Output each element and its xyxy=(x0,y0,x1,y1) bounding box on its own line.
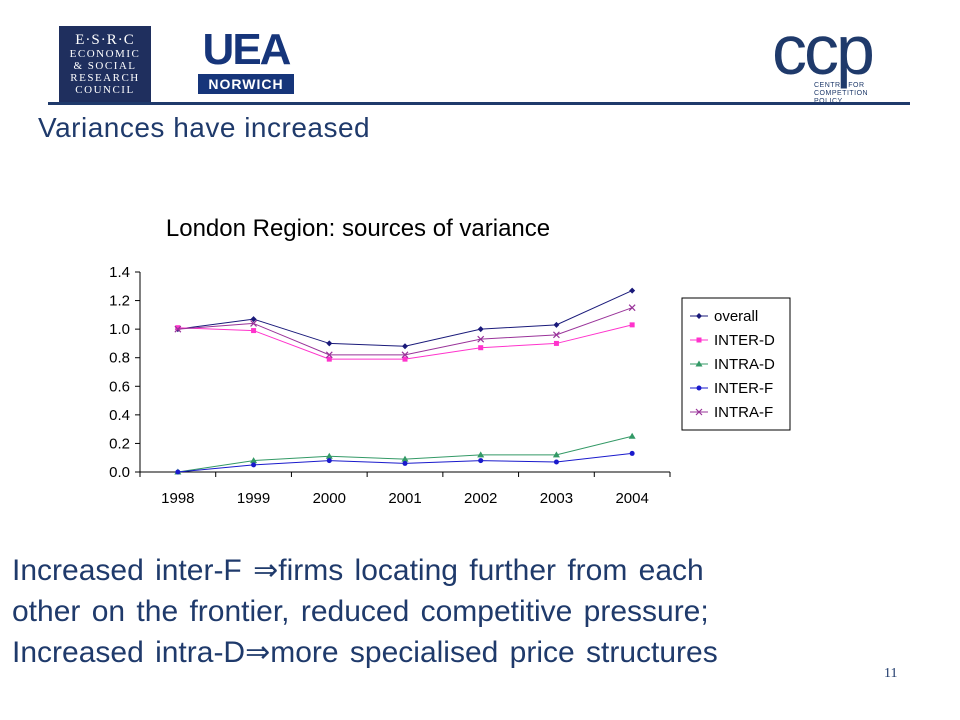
body-line: Increased intra-D⇒more specialised price… xyxy=(12,636,718,669)
data-point-inter-d xyxy=(326,356,332,362)
y-tick-label: 1.2 xyxy=(109,293,130,310)
uea-logo-mark: UEA xyxy=(202,25,292,74)
slide-body: Increased inter-F ⇒firms locating furthe… xyxy=(12,550,892,673)
legend-label-overall: overall xyxy=(714,308,758,325)
data-point-intra-f xyxy=(401,351,409,359)
legend-marker-intra-d xyxy=(695,360,703,367)
legend-label-intra-f: INTRA-F xyxy=(714,404,773,421)
y-tick-label: 1.0 xyxy=(109,321,130,338)
x-tick-label: 2001 xyxy=(388,490,421,507)
variance-line-chart: London Region: sources of variance 0.0 0.2… xyxy=(109,215,791,507)
data-point-inter-f xyxy=(251,462,257,468)
uea-logo-subtitle: NORWICH xyxy=(198,74,294,94)
x-tick-label: 1999 xyxy=(237,490,270,507)
esrc-logo-line: E·S·R·C xyxy=(75,32,135,48)
data-point-inter-d xyxy=(251,328,257,334)
esrc-logo-line: COUNCIL xyxy=(75,84,135,96)
body-line: Increased inter-F ⇒firms locating furthe… xyxy=(12,554,704,587)
data-point-overall xyxy=(477,326,484,333)
esrc-logo: E·S·R·C ECONOMIC & SOCIAL RESEARCH COUNC… xyxy=(59,26,151,102)
x-tick-label: 2002 xyxy=(464,490,497,507)
legend-label-inter-f: INTER-F xyxy=(714,380,773,397)
legend-label-inter-d: INTER-D xyxy=(714,332,775,349)
series-line-intra-d xyxy=(177,435,633,473)
header-rule xyxy=(48,102,910,105)
slide-title: Variances have increased xyxy=(38,112,371,143)
y-tick-label: 0.4 xyxy=(109,407,130,424)
esrc-logo-line: ECONOMIC xyxy=(69,48,141,60)
data-point-intra-f xyxy=(174,325,182,333)
y-tick-label: 1.4 xyxy=(109,264,130,281)
data-point-intra-d xyxy=(401,455,409,462)
data-point-intra-f xyxy=(553,331,560,339)
data-point-intra-f xyxy=(477,335,485,343)
esrc-logo-line: RESEARCH xyxy=(70,72,140,84)
data-point-overall xyxy=(629,287,636,294)
ccp-logo-subtitle-line: COMPETITION POLICY xyxy=(814,90,869,105)
data-point-intra-d xyxy=(325,452,333,459)
y-tick-label: 0.6 xyxy=(109,378,130,395)
data-point-inter-f xyxy=(629,450,635,456)
y-tick-label: 0.8 xyxy=(109,350,130,367)
data-point-inter-f xyxy=(478,458,484,464)
x-tick-label: 1998 xyxy=(161,490,194,507)
series-line-inter-d xyxy=(177,324,633,360)
body-line: other on the frontier, reduced competiti… xyxy=(12,595,709,628)
data-point-overall xyxy=(553,321,560,328)
data-point-intra-d xyxy=(250,457,258,464)
data-point-intra-f xyxy=(250,320,257,327)
data-point-intra-d xyxy=(552,451,560,458)
data-point-intra-d xyxy=(477,451,485,458)
data-point-inter-f xyxy=(402,460,408,466)
legend-marker-inter-f xyxy=(696,385,702,391)
data-point-overall xyxy=(250,316,257,323)
data-point-inter-f xyxy=(553,459,559,465)
data-point-overall xyxy=(402,343,408,350)
x-tick-label: 2004 xyxy=(615,490,648,507)
ccp-logo: ccp CENTRE FOR COMPETITION POLICY xyxy=(772,11,918,105)
data-point-inter-d xyxy=(402,356,408,362)
legend-label-intra-d: INTRA-D xyxy=(714,356,775,373)
data-point-inter-f xyxy=(175,469,181,475)
y-tick-label: 0.2 xyxy=(109,435,130,452)
data-point-intra-f xyxy=(325,351,333,359)
data-point-inter-f xyxy=(326,458,332,464)
data-point-inter-d xyxy=(553,340,559,346)
data-point-overall xyxy=(326,340,333,347)
uea-norwich-logo: UEA NORWICH xyxy=(198,28,294,98)
y-tick-label: 0.0 xyxy=(109,464,130,481)
data-point-inter-d xyxy=(629,322,635,328)
legend-marker-intra-f xyxy=(695,408,703,416)
chart-title: London Region: sources of variance xyxy=(166,215,550,242)
series-line-overall xyxy=(177,290,633,347)
slide-number: 11 xyxy=(884,666,898,681)
data-point-inter-d xyxy=(478,345,484,351)
data-point-intra-d xyxy=(628,432,636,439)
ccp-logo-subtitle: CENTRE FOR COMPETITION POLICY xyxy=(814,82,894,106)
data-point-inter-d xyxy=(175,325,181,331)
x-tick-label: 2000 xyxy=(313,490,346,507)
legend-marker-inter-d xyxy=(696,337,702,343)
data-point-intra-f xyxy=(628,304,636,312)
ccp-logo-subtitle-line: CENTRE FOR xyxy=(814,82,865,89)
esrc-logo-line: & SOCIAL xyxy=(73,60,137,72)
ccp-logo-mark: ccp xyxy=(772,11,875,89)
legend-marker-overall xyxy=(696,313,702,319)
x-tick-label: 2003 xyxy=(540,490,573,507)
